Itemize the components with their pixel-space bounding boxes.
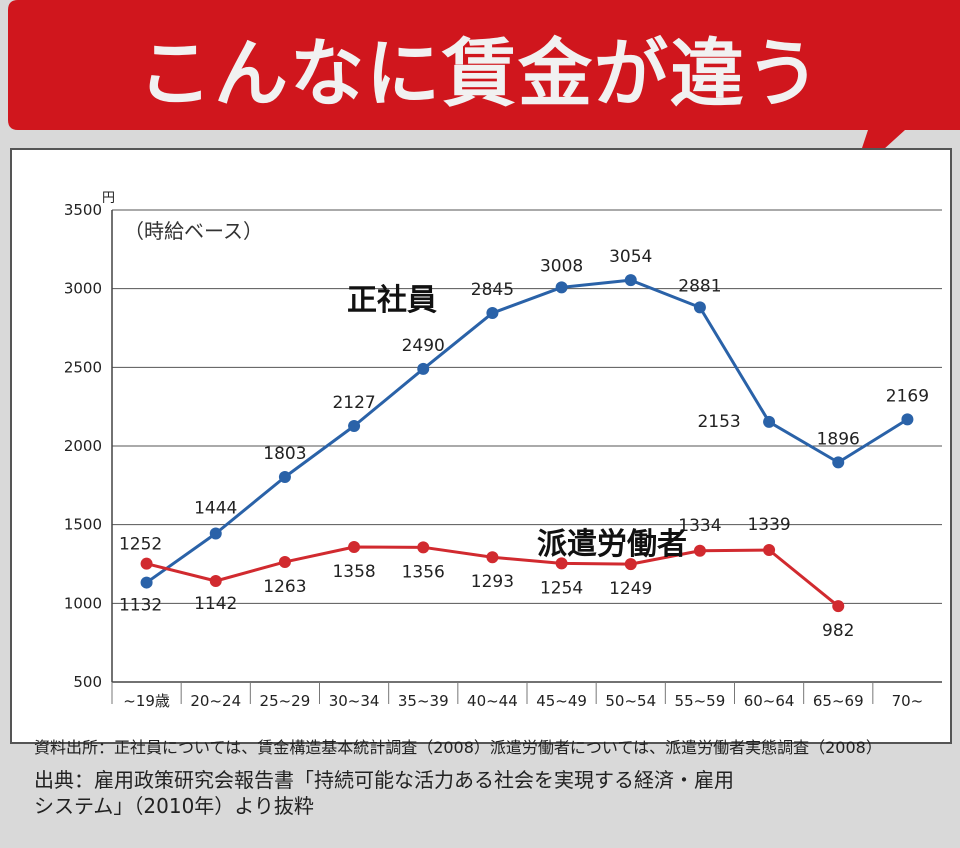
data-label: 2127 — [332, 393, 375, 413]
data-source-note: 資料出所：正社員については、賃金構造基本統計調査（2008）派遣労働者については… — [34, 738, 882, 757]
y-tick-label: 2500 — [64, 358, 102, 376]
data-label: 1252 — [119, 535, 162, 555]
data-point — [140, 576, 153, 589]
data-point — [693, 301, 706, 314]
data-label: 1339 — [747, 515, 790, 535]
data-label: 1356 — [402, 562, 445, 582]
data-label: 1896 — [817, 429, 860, 449]
data-label: 3008 — [540, 256, 583, 276]
data-label: 2881 — [678, 276, 721, 296]
data-point — [486, 307, 499, 320]
title-banner — [8, 0, 960, 178]
y-unit-label: 円 — [102, 191, 115, 206]
data-label: 2490 — [402, 336, 445, 356]
x-tick-label: ~19歳 — [123, 692, 170, 710]
data-point — [486, 551, 499, 564]
data-label: 1142 — [194, 594, 237, 614]
data-point — [555, 281, 568, 294]
y-tick-label: 1000 — [64, 594, 102, 612]
data-label: 1132 — [119, 596, 162, 616]
chart-panel: 500 1000 1500 2000 2500 3000 3500 円 （時給ベース） ~19歳 2… — [10, 148, 952, 744]
x-tick-label: 60~64 — [744, 692, 795, 710]
x-tick-label: 30~34 — [329, 692, 380, 710]
x-tick-label: 25~29 — [260, 692, 311, 710]
y-tick-label: 1500 — [64, 516, 102, 534]
data-label: 1334 — [678, 516, 721, 536]
data-point — [624, 558, 637, 571]
data-label: 1263 — [263, 577, 306, 597]
data-label: 982 — [822, 621, 854, 641]
data-point — [417, 541, 430, 554]
data-point — [832, 456, 845, 469]
data-point — [555, 557, 568, 570]
data-label: 1803 — [263, 444, 306, 464]
reference-note-line1: 出典：雇用政策研究会報告書「持続可能な活力ある社会を実現する経済・雇用 — [34, 768, 734, 792]
data-label: 1358 — [332, 562, 375, 582]
data-point — [624, 274, 637, 287]
x-tick-label: 65~69 — [813, 692, 864, 710]
x-tick-label: 20~24 — [190, 692, 241, 710]
x-tick-label: 45~49 — [536, 692, 587, 710]
data-point — [693, 544, 706, 557]
data-label: 2169 — [886, 386, 929, 406]
data-point — [140, 557, 153, 570]
x-tick-label: 50~54 — [605, 692, 656, 710]
data-point — [763, 415, 776, 428]
series-label: 派遣労働者 — [537, 527, 687, 562]
x-tick-label: 35~39 — [398, 692, 449, 710]
data-point — [763, 543, 776, 556]
data-label: 1249 — [609, 579, 652, 599]
chart-subtitle: （時給ベース） — [124, 219, 263, 243]
x-tick-label: 70~ — [892, 692, 924, 710]
data-point — [417, 362, 430, 375]
reference-note-line2: システム」（2010年）より抜粋 — [34, 794, 314, 818]
x-tick-label: 40~44 — [467, 692, 518, 710]
series-label: 正社員 — [347, 283, 437, 318]
y-tick-label: 2000 — [64, 437, 102, 455]
data-label: 2845 — [471, 280, 514, 300]
x-tick-label: 55~59 — [675, 692, 726, 710]
y-tick-label: 500 — [73, 673, 102, 691]
data-point — [209, 574, 222, 587]
data-point — [901, 413, 914, 426]
data-label: 2153 — [697, 412, 740, 432]
data-point — [278, 555, 291, 568]
data-point — [348, 541, 361, 554]
data-label: 1293 — [471, 572, 514, 592]
data-label: 1254 — [540, 578, 583, 598]
y-tick-label: 3000 — [64, 280, 102, 298]
y-tick-label: 3500 — [64, 201, 102, 219]
data-point — [348, 420, 361, 433]
data-point — [209, 527, 222, 540]
series-line — [145, 278, 909, 584]
data-point — [278, 470, 291, 483]
data-label: 3054 — [609, 247, 652, 267]
data-point — [832, 600, 845, 613]
chart-title: こんなに賃金が違う — [138, 31, 822, 117]
data-label: 1444 — [194, 498, 237, 518]
